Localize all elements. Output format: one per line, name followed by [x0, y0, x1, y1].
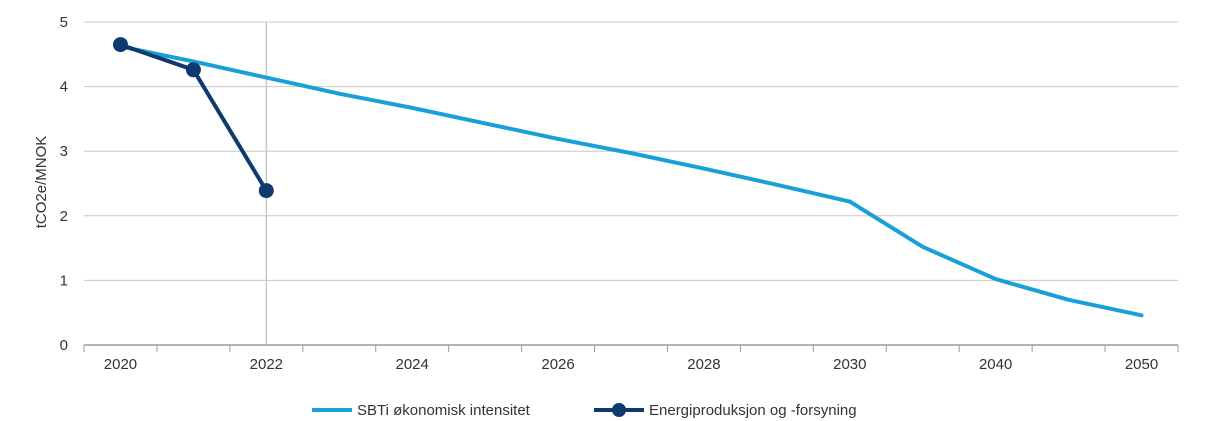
data-point-1 [185, 62, 201, 78]
y-tick-label: 2 [60, 208, 68, 225]
data-point-1 [113, 37, 128, 53]
series-markers [113, 37, 274, 199]
y-tick-label: 4 [60, 79, 68, 96]
legend-label-sbti: SBTi økonomisk intensitet [357, 402, 531, 419]
legend-marker-energi [612, 403, 626, 417]
legend: SBTi økonomisk intensitet Energiproduksj… [312, 402, 857, 419]
gridlines [84, 21, 1178, 345]
x-tick-label: 2028 [687, 356, 720, 373]
x-tick-label: 2040 [979, 356, 1012, 373]
x-tick-label: 2024 [396, 356, 429, 373]
x-tick-label: 2022 [250, 356, 283, 373]
legend-item-sbti: SBTi økonomisk intensitet [312, 402, 531, 419]
x-tick-labels: 2020 2022 2024 2026 2028 2030 2040 2050 [104, 356, 1158, 373]
y-tick-label: 0 [60, 337, 68, 354]
legend-item-energi: Energiproduksjon og -forsyning [594, 402, 857, 419]
x-tick-label: 2050 [1125, 356, 1158, 373]
series-line-0 [118, 44, 1144, 318]
y-axis-title: tCO2e/MNOK [33, 136, 50, 229]
y-tick-labels: 0 1 2 3 4 5 [60, 14, 68, 354]
x-tick-label: 2026 [541, 356, 574, 373]
x-tick-label: 2030 [833, 356, 866, 373]
y-tick-label: 3 [60, 143, 68, 160]
x-tick-label: 2020 [104, 356, 137, 373]
series-lines [118, 42, 1144, 318]
legend-label-energi: Energiproduksjon og -forsyning [649, 402, 857, 419]
y-tick-label: 1 [60, 272, 68, 289]
data-point-1 [258, 183, 274, 199]
y-tick-label: 5 [60, 14, 68, 31]
axes [83, 344, 1179, 352]
